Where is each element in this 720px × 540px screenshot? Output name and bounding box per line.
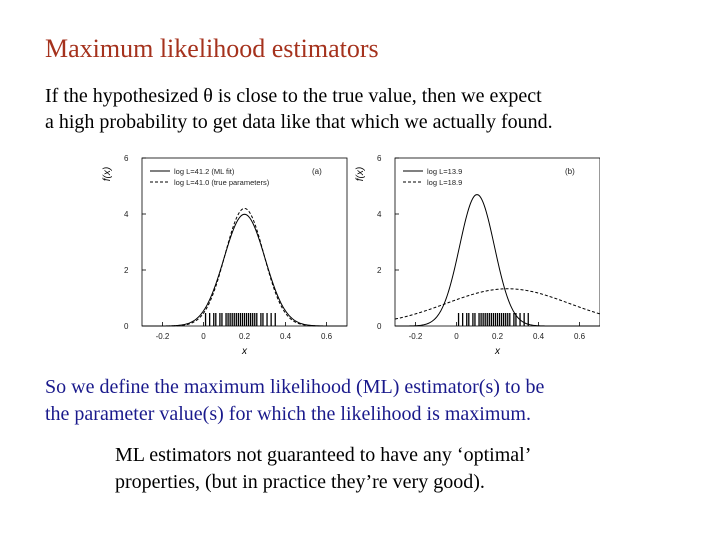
intro-line-1: If the hypothesized θ is close to the tr…: [45, 85, 542, 107]
plot-frame: [394, 157, 600, 327]
y-tick-label: 4: [124, 210, 129, 219]
x-axis-label: x: [494, 346, 501, 357]
conclusion-text: So we define the maximum likelihood (ML)…: [45, 374, 705, 428]
series-line-solid: [142, 213, 347, 327]
x-tick-label: 0.2: [239, 332, 251, 341]
series-line-dashed: [394, 288, 600, 320]
y-tick-label: 6: [124, 154, 129, 163]
panel-b: 0 2 4 6 -0.2 0 0.2 0.4 0.6 f(x) x log L=13.9 log L=1…: [355, 154, 600, 357]
intro-line-2: a high probability to get data like that…: [45, 111, 553, 133]
note-line-1: ML estimators not guaranteed to have any…: [115, 444, 532, 466]
conclusion-line-2: the parameter value(s) for which the lik…: [45, 403, 531, 425]
series-line-dashed: [142, 207, 347, 327]
x-tick-label: 0.4: [280, 332, 292, 341]
y-tick-label: 0: [377, 322, 382, 331]
x-tick-label: 0: [454, 332, 459, 341]
x-tick-label: -0.2: [409, 332, 423, 341]
likelihood-plots: 0 2 4 6 -0.2 0 0.2 0.4 0.6 f(x) x log L=41.2 (ML fi…: [102, 154, 600, 357]
conclusion-line-1: So we define the maximum likelihood (ML)…: [45, 376, 545, 398]
panel-a: 0 2 4 6 -0.2 0 0.2 0.4 0.6 f(x) x log L=41.2 (ML fi…: [102, 154, 348, 357]
intro-text: If the hypothesized θ is close to the tr…: [45, 83, 705, 135]
y-axis-label: f(x): [355, 167, 366, 181]
legend-entry: log L=18.9: [427, 178, 462, 187]
legend-entry: log L=41.2 (ML fit): [174, 167, 235, 176]
y-tick-label: 0: [124, 322, 129, 331]
x-tick-label: 0.6: [321, 332, 333, 341]
y-tick-label: 6: [377, 154, 382, 163]
likelihood-figure: 0 2 4 6 -0.2 0 0.2 0.4 0.6 f(x) x log L=41.2 (ML fi…: [95, 148, 600, 368]
note-text: ML estimators not guaranteed to have any…: [115, 442, 695, 496]
legend-entry: log L=41.0 (true parameters): [174, 178, 270, 187]
y-tick-label: 4: [377, 210, 382, 219]
panel-label: (a): [312, 167, 322, 176]
panel-label: (b): [565, 167, 575, 176]
y-tick-label: 2: [124, 266, 129, 275]
x-tick-label: 0.6: [574, 332, 586, 341]
series-line-solid: [395, 194, 600, 327]
x-tick-label: 0: [201, 332, 206, 341]
x-axis-label: x: [241, 346, 248, 357]
legend-entry: log L=13.9: [427, 167, 462, 176]
note-line-2: properties, (but in practice they’re ver…: [115, 471, 485, 493]
y-tick-label: 2: [377, 266, 382, 275]
x-tick-label: 0.2: [492, 332, 504, 341]
x-tick-label: 0.4: [533, 332, 545, 341]
slide-title: Maximum likelihood estimators: [45, 34, 379, 63]
y-axis-label: f(x): [102, 167, 113, 181]
x-tick-label: -0.2: [156, 332, 170, 341]
